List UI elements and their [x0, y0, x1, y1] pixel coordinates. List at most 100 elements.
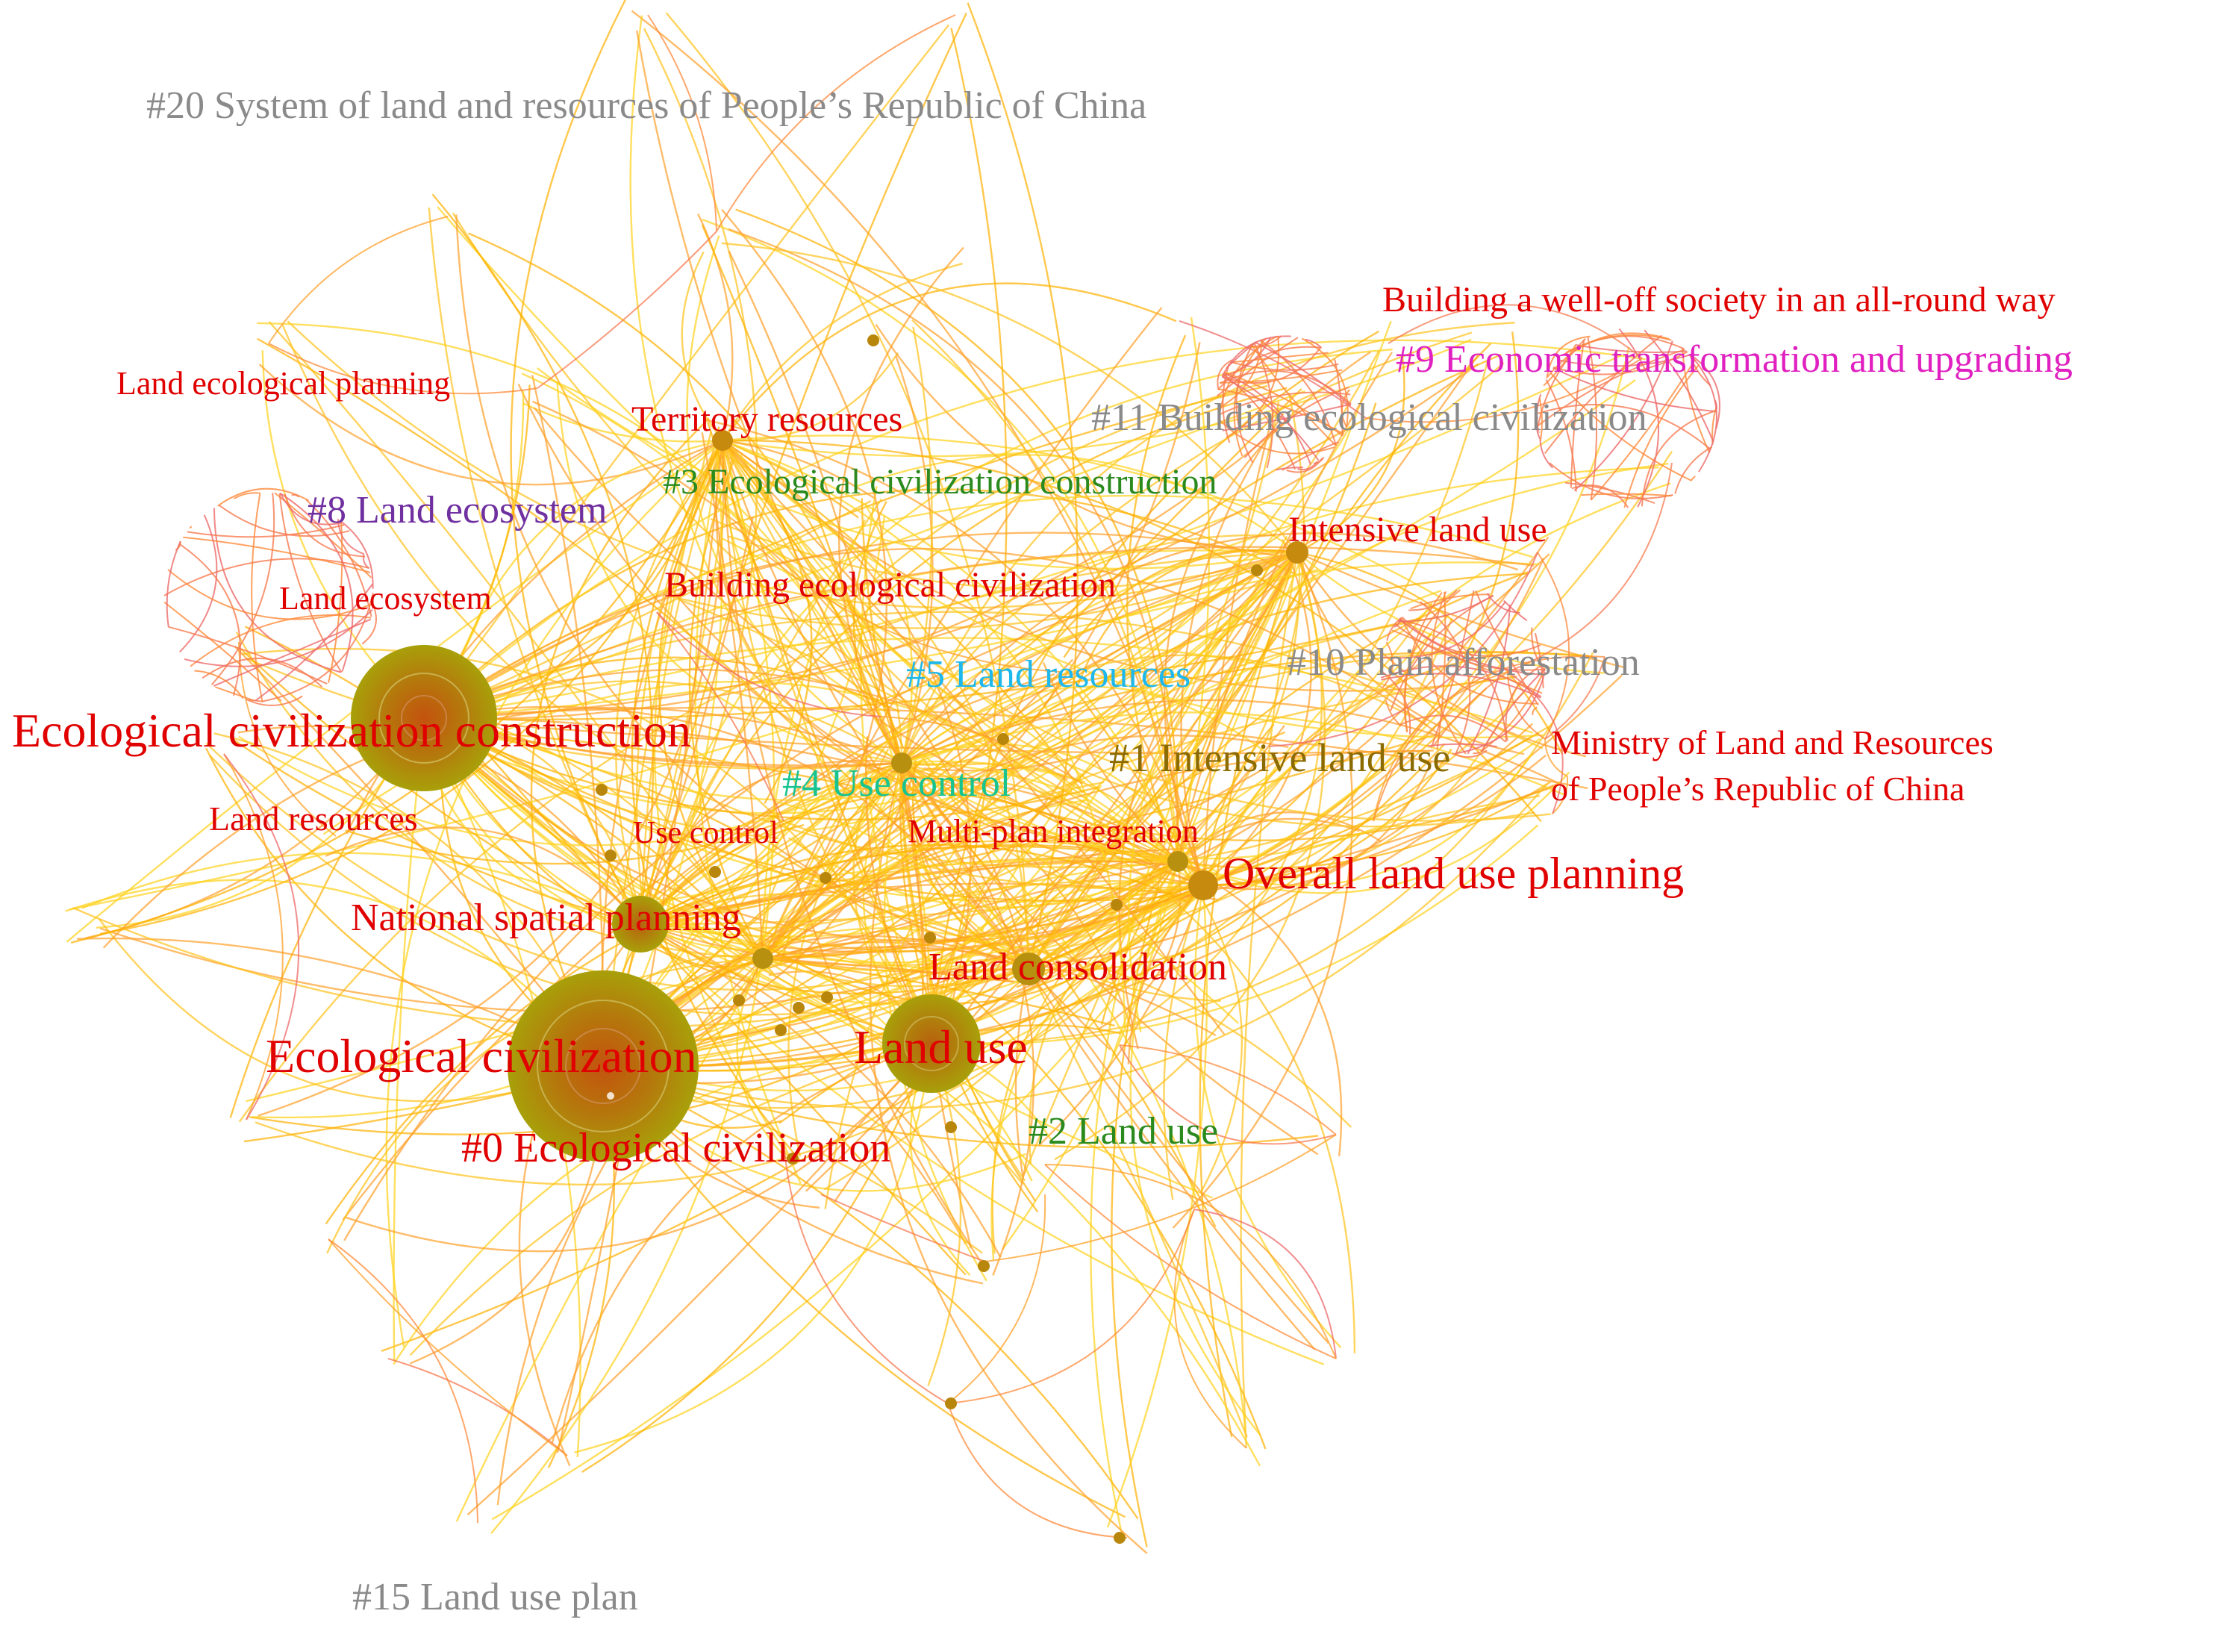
edge [731, 522, 1061, 673]
keyword-label-eco-civ: Ecological civilization [266, 1029, 697, 1082]
edge [328, 1238, 478, 1524]
node-multi-plan-integration [1167, 851, 1188, 872]
edge [602, 860, 1197, 1067]
edge [930, 462, 1669, 1044]
edge [833, 552, 1298, 1203]
edge [1394, 618, 1402, 628]
edge [635, 30, 903, 764]
edge [761, 307, 1163, 959]
node-overall-land-use-planning [1188, 870, 1218, 900]
edge [218, 504, 350, 537]
edge [1380, 665, 1542, 698]
edge [268, 343, 538, 395]
edge [409, 1042, 932, 1356]
cluster-label-3: #3 Ecological civilization construction [663, 462, 1217, 502]
edge [1386, 617, 1402, 641]
edge [1164, 351, 1372, 886]
edge [984, 1134, 1337, 1262]
edge [901, 532, 1519, 764]
cluster-label-4: #4 Use control [782, 762, 1011, 805]
edge [328, 522, 343, 684]
edge [556, 440, 724, 1453]
edge [1467, 604, 1511, 755]
edge [947, 1194, 1046, 1404]
edge [1177, 781, 1551, 870]
edge [490, 440, 775, 1534]
keyword-label-intensive-land-use: Intensive land use [1288, 510, 1547, 549]
edge [1163, 885, 1205, 1200]
edge [1180, 412, 1285, 886]
edge [640, 923, 967, 1276]
edge [1193, 885, 1342, 1349]
minor-node [821, 991, 833, 1003]
edge [639, 517, 754, 925]
edge [287, 320, 1298, 609]
keyword-label-multi-plan-integration: Multi-plan integration [908, 813, 1199, 850]
edge [901, 762, 1217, 1227]
edge [345, 761, 902, 865]
edge [1552, 776, 1569, 814]
edge [602, 678, 1506, 1067]
edge [1365, 358, 1643, 423]
edge [1536, 393, 1542, 431]
edge [468, 232, 903, 764]
edge [1544, 738, 1568, 777]
minor-node [605, 850, 617, 861]
edge [1436, 591, 1447, 750]
edge [640, 923, 1002, 1258]
edge [1545, 379, 1577, 492]
edge [166, 540, 181, 628]
edge [343, 551, 1298, 1241]
edge [1119, 1044, 1337, 1135]
edge [1296, 552, 1605, 674]
edge [1217, 388, 1344, 435]
edge [721, 440, 1030, 970]
edge [1550, 372, 1692, 481]
edge [824, 551, 1298, 1209]
edge [640, 844, 1188, 926]
edge [1455, 671, 1546, 755]
edge [1177, 752, 1534, 887]
edge [1001, 861, 1179, 1250]
edge [246, 657, 902, 770]
edge [187, 524, 345, 538]
node-territory-resources [712, 430, 733, 451]
cluster-label-1: #1 Intensive land use [1109, 735, 1451, 780]
edge [1313, 456, 1325, 464]
edge [762, 732, 1540, 960]
edge [238, 735, 902, 847]
edge [947, 1209, 1195, 1404]
edge [783, 1141, 949, 1404]
minor-node [709, 866, 721, 878]
edge [602, 674, 1623, 1068]
edge [722, 338, 1472, 458]
edge [1420, 601, 1471, 755]
edge [640, 574, 1316, 930]
keyword-label-eco-civ-construction: Ecological civilization construction [12, 704, 691, 757]
edge [1023, 552, 1299, 1176]
keyword-label-land-resources: Land resources [209, 799, 418, 838]
edge [258, 364, 723, 486]
edge [1177, 860, 1343, 1156]
edge [947, 1403, 1128, 1539]
edge [1674, 446, 1713, 494]
edge [179, 514, 218, 653]
edge [268, 216, 449, 344]
edge [305, 499, 372, 617]
edge [1054, 552, 1326, 1161]
edge-layer [65, 0, 1720, 1554]
edge [901, 353, 1502, 764]
edge [647, 14, 717, 232]
edge [1590, 359, 1696, 501]
edge [1044, 1164, 1337, 1359]
edge [1452, 749, 1488, 758]
edge [223, 753, 284, 1120]
edge [762, 342, 1201, 960]
edge [1538, 398, 1543, 441]
edge [1385, 700, 1402, 727]
edge [1373, 671, 1508, 822]
edge [895, 355, 934, 764]
edge [1028, 451, 1673, 970]
edge [1177, 861, 1243, 1193]
